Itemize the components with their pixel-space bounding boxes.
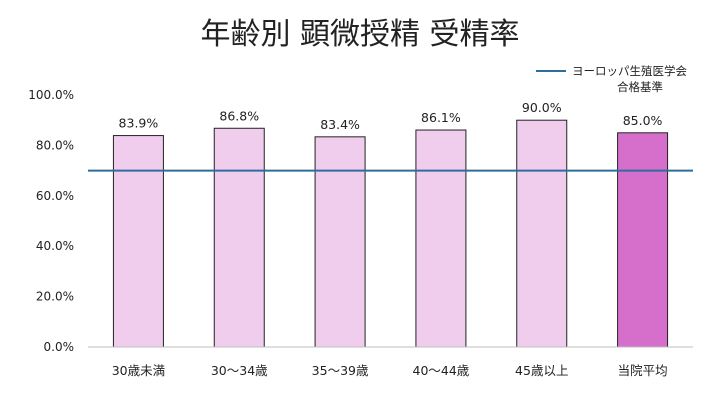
y-axis-ticks: 0.0% 20.0% 40.0% 60.0% 80.0% 100.0% bbox=[28, 88, 74, 354]
data-label: 86.1% bbox=[421, 110, 461, 125]
bar bbox=[112, 135, 164, 348]
x-tick-label: 当院平均 bbox=[618, 363, 668, 378]
y-tick-label: 0.0% bbox=[44, 340, 75, 354]
y-tick-label: 80.0% bbox=[36, 138, 74, 152]
x-tick-label: 30歳未満 bbox=[112, 363, 165, 378]
legend-label-line2: 合格基準 bbox=[617, 80, 663, 94]
x-tick-label: 45歳以上 bbox=[515, 363, 568, 378]
bar bbox=[617, 132, 669, 348]
y-tick-label: 60.0% bbox=[36, 189, 74, 203]
x-tick-label: 35～39歳 bbox=[312, 363, 369, 378]
data-label: 85.0% bbox=[623, 113, 663, 128]
legend-label-line1: ヨーロッパ生殖医学会 bbox=[572, 64, 687, 78]
chart-title: 年齢別 顕微授精 受精率 bbox=[200, 17, 519, 52]
x-axis-labels: 30歳未満 30～34歳 35～39歳 40～44歳 45歳以上 当院平均 bbox=[112, 363, 668, 378]
data-label: 90.0% bbox=[522, 100, 562, 115]
data-label: 83.9% bbox=[119, 116, 159, 131]
data-label: 83.4% bbox=[320, 117, 360, 132]
data-labels: 83.9% 86.8% 83.4% 86.1% 90.0% 85.0% bbox=[119, 100, 663, 132]
bar bbox=[415, 129, 467, 348]
bar bbox=[516, 119, 568, 348]
bar bbox=[314, 136, 366, 348]
data-label: 86.8% bbox=[219, 108, 259, 123]
x-tick-label: 30～34歳 bbox=[211, 363, 268, 378]
y-tick-label: 40.0% bbox=[36, 239, 74, 253]
bar bbox=[213, 127, 265, 348]
y-tick-label: 100.0% bbox=[28, 88, 74, 102]
bars bbox=[112, 119, 669, 348]
legend: ヨーロッパ生殖医学会 合格基準 bbox=[536, 64, 687, 94]
x-tick-label: 40～44歳 bbox=[413, 363, 470, 378]
y-tick-label: 20.0% bbox=[36, 290, 74, 304]
